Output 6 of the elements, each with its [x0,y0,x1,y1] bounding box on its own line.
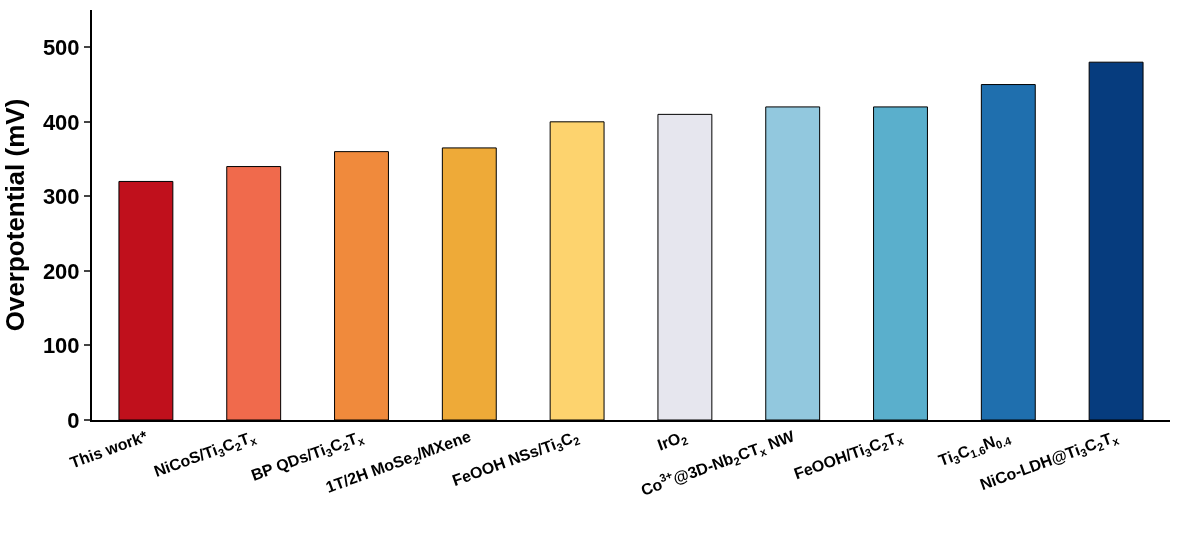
y-tick-label: 300 [42,184,80,210]
y-axis-title: Overpotential (mV) [0,98,30,332]
y-tick-label: 400 [42,109,80,135]
y-tick-label: 100 [42,333,80,359]
y-tick-label: 500 [42,34,80,60]
y-tick-label: 200 [42,258,80,284]
